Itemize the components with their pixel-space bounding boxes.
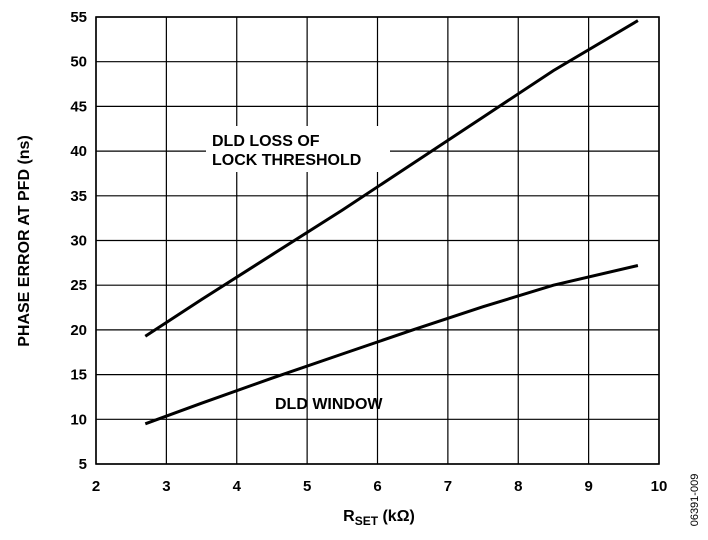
x-tick-label-10: 10: [651, 478, 668, 495]
annotation-1-line-2: LOCK THRESHOLD: [212, 152, 361, 169]
series-line-1: [144, 19, 639, 338]
y-tick-label-35: 35: [70, 188, 87, 205]
x-tick-label-6: 6: [373, 478, 381, 495]
x-tick-label-3: 3: [162, 478, 170, 495]
y-tick-label-30: 30: [70, 233, 87, 250]
y-tick-label-55: 55: [70, 9, 87, 26]
y-tick-label-15: 15: [70, 367, 87, 384]
x-tick-label-5: 5: [303, 478, 311, 495]
y-tick-label-5: 5: [79, 456, 87, 473]
plot-frame: [95, 16, 660, 465]
y-tick-label-25: 25: [70, 277, 87, 294]
y-axis-title: PHASE ERROR AT PFD (ns): [16, 135, 33, 347]
y-tick-labels: 5 10 15 20 25 30 35 40 45 50 55: [70, 9, 87, 473]
annotation-background-1: [206, 126, 390, 172]
annotation-layer: DLD LOSS OF LOCK THRESHOLD DLD WINDOW: [206, 126, 390, 413]
x-axis-title: RSET (kΩ): [343, 508, 415, 528]
y-tick-label-50: 50: [70, 54, 87, 71]
series-layer: [144, 19, 639, 426]
x-axis-title-main: R: [343, 508, 355, 525]
figure-id: 06391-009: [689, 474, 701, 527]
x-axis-title-unit: (kΩ): [378, 508, 415, 525]
x-axis-title-subscript: SET: [355, 514, 379, 528]
x-tick-labels: 2 3 4 5 6 7 8 9 10: [92, 478, 668, 495]
y-tick-label-40: 40: [70, 143, 87, 160]
annotation-2-line-1: DLD WINDOW: [275, 396, 383, 413]
x-tick-label-7: 7: [444, 478, 452, 495]
series-line-2: [144, 264, 639, 426]
x-tick-label-2: 2: [92, 478, 100, 495]
annotation-1-line-1: DLD LOSS OF: [212, 133, 320, 150]
y-tick-label-10: 10: [70, 411, 87, 428]
x-tick-label-8: 8: [514, 478, 522, 495]
y-tick-label-20: 20: [70, 322, 87, 339]
y-tick-label-45: 45: [70, 98, 87, 115]
x-tick-label-9: 9: [584, 478, 592, 495]
x-tick-label-4: 4: [233, 478, 242, 495]
